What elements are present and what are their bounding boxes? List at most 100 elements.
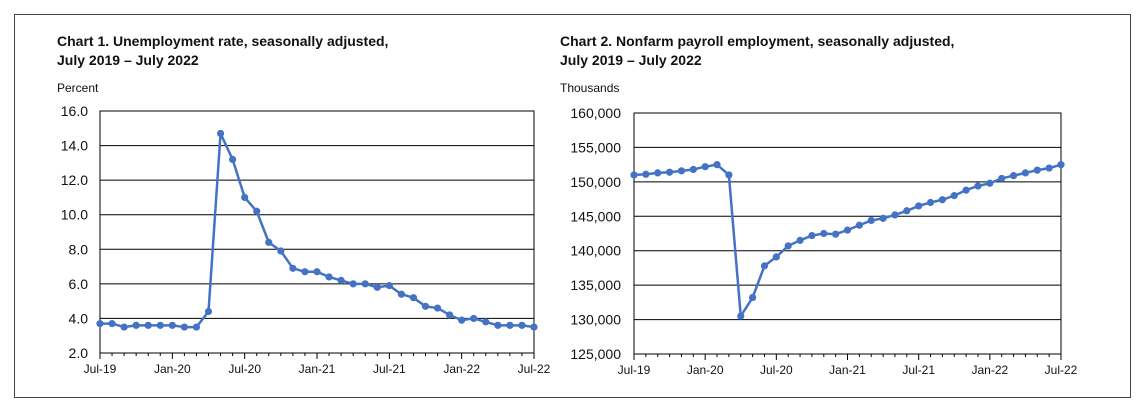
chart1-y-tick-label: 14.0 xyxy=(61,138,88,154)
chart2-data-point xyxy=(938,196,946,204)
chart1-data-point xyxy=(494,321,502,329)
chart2-subtitle: July 2019 – July 2022 xyxy=(560,52,702,68)
chart2-y-tick-label: 140,000 xyxy=(570,243,621,259)
chart1-x-tick-label: Jul-20 xyxy=(228,362,261,376)
chart1-data-point xyxy=(325,273,333,281)
chart2-data-point xyxy=(760,262,769,270)
chart2-data-point xyxy=(713,161,721,169)
chart1-x-tick-label: Jul-22 xyxy=(518,362,551,376)
chart1-data-point xyxy=(253,207,261,215)
chart2-data-point xyxy=(689,165,697,174)
chart1-gridlines xyxy=(99,110,535,354)
chart2-y-tick-label: 130,000 xyxy=(570,312,621,328)
chart1-series-line xyxy=(100,132,535,329)
chart2-data-point xyxy=(879,214,887,222)
chart1-data-point xyxy=(482,318,490,326)
chart1-y-tick-labels: 2.0 4.0 6.0 8.0 10.0 12.0 14.0 16.0 xyxy=(61,103,88,361)
chart1-data-point xyxy=(241,193,249,202)
chart1-data-point xyxy=(397,290,405,298)
chart1-data-point xyxy=(506,321,514,329)
chart2-data-point xyxy=(784,242,792,250)
chart2-y-tick-label: 125,000 xyxy=(570,346,621,362)
chart2-data-point xyxy=(820,229,828,238)
chart1-y-tick-label: 2.0 xyxy=(69,345,89,361)
chart2-y-tick-label: 135,000 xyxy=(570,277,621,293)
chart1-title: Chart 1. Unemployment rate, seasonally a… xyxy=(57,33,388,49)
chart1-data-point xyxy=(433,304,442,312)
chart2-data-point xyxy=(915,202,923,210)
chart1-data-point xyxy=(337,276,345,284)
chart2-title: Chart 2. Nonfarm payroll employment, sea… xyxy=(560,33,954,49)
chart1-data-point xyxy=(530,323,538,331)
chart1-data-point xyxy=(470,314,478,323)
chart1-series xyxy=(96,129,538,331)
chart2-data-point xyxy=(1033,166,1041,174)
chart1-data-point xyxy=(446,311,454,319)
chart2-x-tick-label: Jan-21 xyxy=(829,363,866,377)
chart2-data-point xyxy=(891,211,899,219)
chart2-data-point xyxy=(749,293,757,302)
chart1-y-tick-label: 16.0 xyxy=(61,103,88,119)
chart2-ylabel: Thousands xyxy=(560,81,619,95)
chart1-data-point xyxy=(409,294,418,302)
chart1-data-point xyxy=(144,321,152,329)
chart2-x-tick-labels: Jul-19 Jan-20 Jul-20 Jan-21 Jul-21 Jan-22 Jul-… xyxy=(618,354,1078,377)
chart2-x-tick-label: Jul-22 xyxy=(1045,363,1078,377)
chart2-y-tick-label: 155,000 xyxy=(570,139,621,155)
chart1-x-tick-label: Jul-21 xyxy=(373,362,406,376)
chart2-data-point xyxy=(832,230,840,238)
chart1-y-tick-label: 8.0 xyxy=(69,241,89,257)
chart1-data-point xyxy=(204,307,213,316)
chart1-data-point xyxy=(108,320,116,328)
chart2-data-point xyxy=(843,226,852,234)
chart1-data-point xyxy=(265,238,273,246)
chart2-data-point xyxy=(630,171,638,179)
chart2-data-point xyxy=(772,253,780,261)
chart1-data-point xyxy=(216,129,225,138)
chart2-x-tick-label: Jan-20 xyxy=(687,363,724,377)
chart1-data-point xyxy=(421,302,430,310)
chart1-data-point xyxy=(277,247,285,255)
chart1-data-point xyxy=(132,321,140,329)
chart2-data-point xyxy=(665,168,674,176)
chart1-x-tick-labels: Jul-19 Jan-20 Jul-20 Jan-21 Jul-21 Jan-22 Jul-… xyxy=(84,353,551,376)
chart1-ylabel: Percent xyxy=(57,81,99,95)
chart2-x-tick-label: Jul-19 xyxy=(618,363,651,377)
chart2-data-point xyxy=(1045,164,1053,172)
chart1-x-tick-label: Jan-22 xyxy=(443,362,480,376)
chart1-data-point xyxy=(289,264,297,272)
chart2-y-tick-labels: 125,000 130,000 135,000 140,000 145,000 150,0… xyxy=(570,105,621,362)
chart1-data-point xyxy=(180,323,188,331)
figure-frame xyxy=(14,14,1131,398)
chart1-data-point xyxy=(168,321,176,329)
chart2-data-point xyxy=(1021,169,1030,177)
chart1-data-point xyxy=(120,323,128,331)
chart2-data-point xyxy=(1009,172,1018,180)
chart2-data-point xyxy=(974,182,982,190)
chart2-data-point xyxy=(654,169,662,177)
chart1-x-tick-label: Jan-21 xyxy=(299,362,336,376)
chart1-data-point xyxy=(301,268,309,276)
chart2-data-point xyxy=(808,231,816,240)
chart1-plot-area xyxy=(99,110,535,354)
chart2-data-point xyxy=(998,174,1006,183)
chart1-data-point xyxy=(373,283,381,291)
chart1-y-tick-label: 4.0 xyxy=(69,310,89,326)
chart2-data-point xyxy=(796,236,804,244)
chart1-data-point xyxy=(313,268,321,276)
chart1-data-point xyxy=(518,321,526,329)
chart2-data-point xyxy=(950,192,958,200)
chart2-data-point xyxy=(867,216,875,225)
chart1-subtitle: July 2019 – July 2022 xyxy=(57,52,199,68)
chart2-data-point xyxy=(642,170,650,178)
chart2-data-point xyxy=(986,179,994,187)
chart2-x-tick-label: Jan-22 xyxy=(971,363,1008,377)
chart1-data-point xyxy=(192,323,201,331)
chart1-data-point xyxy=(96,320,104,328)
chart1-data-point xyxy=(156,321,164,329)
chart2-data-point xyxy=(1057,161,1065,169)
chart2-y-tick-label: 150,000 xyxy=(570,174,621,190)
chart2-series xyxy=(630,161,1065,320)
chart1-y-tick-label: 12.0 xyxy=(61,172,88,188)
